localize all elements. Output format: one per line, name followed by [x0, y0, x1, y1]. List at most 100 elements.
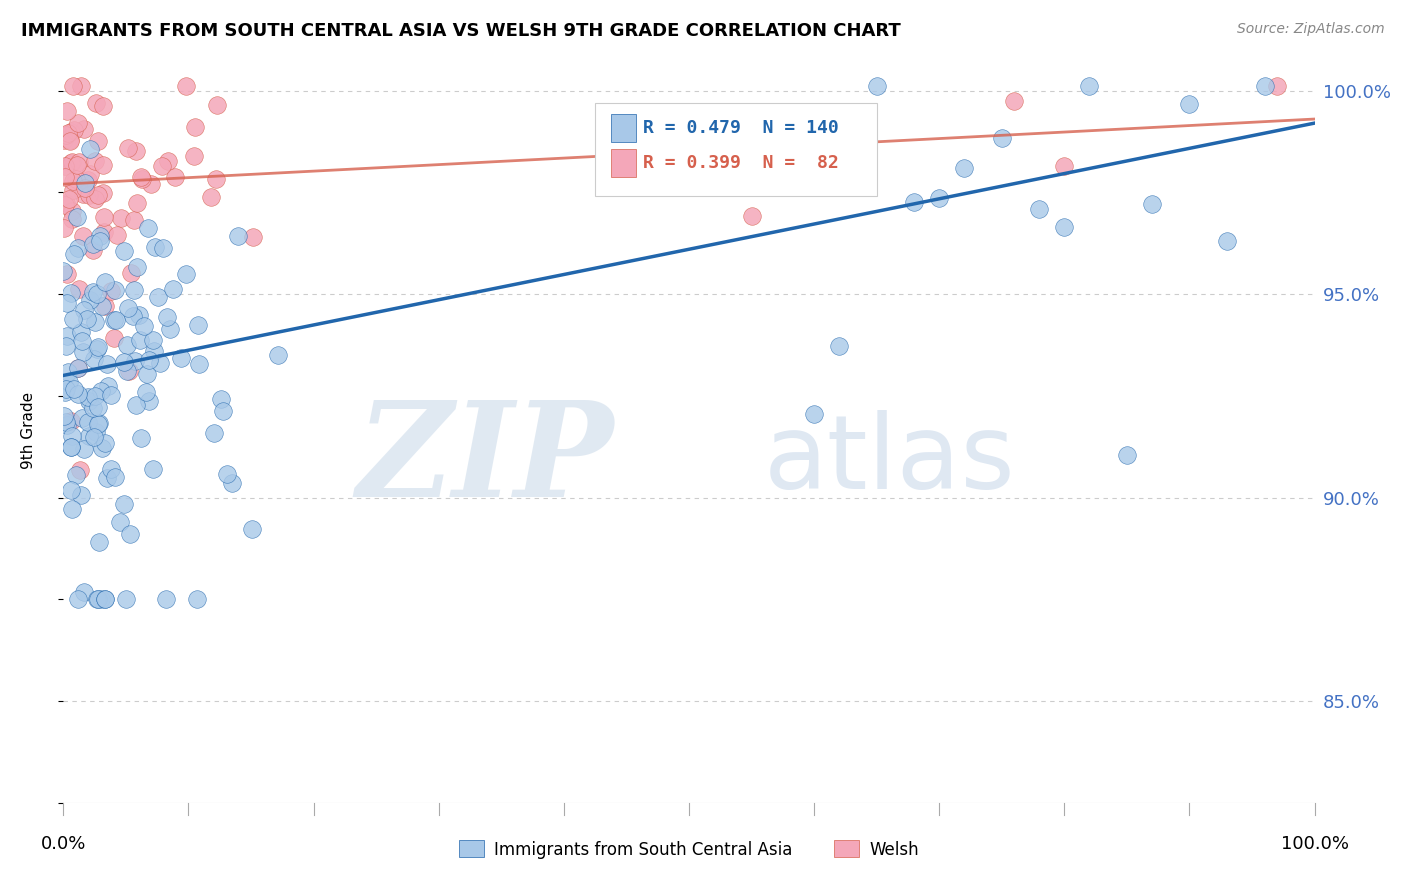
Point: [66, 387, 89, 401]
Point: [60, 413, 83, 427]
Point: [67, 592, 90, 607]
Point: [741, 209, 763, 223]
Point: [62, 174, 84, 188]
Point: [66, 211, 89, 225]
Point: [70, 488, 93, 502]
Point: [53, 159, 76, 173]
Point: [56, 296, 79, 310]
Point: [70, 326, 93, 340]
Point: [58, 375, 80, 389]
Point: [174, 79, 197, 94]
Point: [652, 133, 675, 147]
Point: [89, 234, 111, 248]
Point: [183, 149, 205, 163]
Point: [65, 172, 87, 186]
Point: [187, 318, 209, 332]
Point: [120, 266, 142, 280]
Point: [59, 132, 82, 146]
Point: [94, 592, 117, 607]
Point: [1053, 220, 1076, 235]
Point: [103, 313, 125, 327]
Point: [128, 333, 150, 347]
Point: [152, 241, 174, 255]
Point: [115, 364, 138, 378]
Text: 100.0%: 100.0%: [1281, 836, 1348, 854]
Point: [1140, 197, 1163, 211]
Point: [56, 417, 79, 432]
Point: [93, 299, 115, 313]
Point: [67, 154, 90, 169]
Point: [87, 534, 110, 549]
Point: [114, 592, 136, 607]
Point: [991, 131, 1014, 145]
Point: [90, 592, 112, 607]
Point: [205, 98, 228, 112]
Point: [131, 431, 153, 445]
Point: [112, 497, 135, 511]
Point: [184, 120, 207, 134]
Point: [67, 361, 90, 376]
Point: [159, 322, 181, 336]
Point: [53, 169, 76, 184]
Point: [143, 343, 166, 358]
Point: [69, 79, 91, 94]
Point: [59, 440, 82, 454]
Point: [96, 471, 118, 485]
Point: [103, 331, 125, 345]
Point: [93, 210, 115, 224]
Point: [157, 154, 180, 169]
Point: [94, 275, 117, 289]
Point: [87, 400, 110, 414]
Point: [1028, 202, 1050, 216]
Text: Source: ZipAtlas.com: Source: ZipAtlas.com: [1237, 22, 1385, 37]
Point: [841, 178, 863, 193]
Point: [803, 407, 825, 421]
Point: [240, 522, 263, 536]
Point: [117, 338, 139, 352]
Point: [117, 363, 139, 377]
Point: [72, 410, 94, 425]
Point: [62, 79, 84, 94]
Point: [903, 194, 925, 209]
Point: [120, 527, 142, 541]
Point: [52, 409, 75, 423]
Point: [93, 225, 115, 239]
Point: [79, 293, 101, 307]
Point: [104, 283, 127, 297]
Point: [60, 440, 83, 454]
Point: [97, 378, 120, 392]
Point: [117, 140, 139, 154]
Point: [1053, 160, 1076, 174]
Point: [62, 382, 84, 396]
Point: [55, 196, 77, 211]
Point: [89, 416, 111, 430]
Point: [62, 183, 84, 197]
Point: [59, 134, 82, 148]
Text: 9th Grade: 9th Grade: [21, 392, 35, 469]
Point: [87, 187, 110, 202]
Point: [67, 178, 90, 193]
Point: [66, 361, 89, 376]
Point: [72, 229, 94, 244]
Point: [53, 198, 76, 212]
Point: [100, 284, 122, 298]
Point: [77, 390, 100, 404]
Point: [86, 343, 108, 357]
Point: [267, 348, 290, 362]
Text: atlas: atlas: [763, 409, 1015, 511]
Point: [60, 502, 83, 516]
Point: [124, 283, 146, 297]
Point: [79, 142, 101, 156]
FancyBboxPatch shape: [612, 149, 637, 178]
Point: [65, 467, 87, 482]
Point: [124, 144, 146, 158]
Point: [94, 436, 117, 450]
Point: [187, 357, 209, 371]
Point: [87, 592, 110, 607]
Point: [56, 126, 79, 140]
Point: [150, 159, 173, 173]
Point: [60, 286, 83, 301]
Point: [82, 401, 104, 415]
Point: [135, 384, 157, 399]
Point: [169, 351, 191, 365]
